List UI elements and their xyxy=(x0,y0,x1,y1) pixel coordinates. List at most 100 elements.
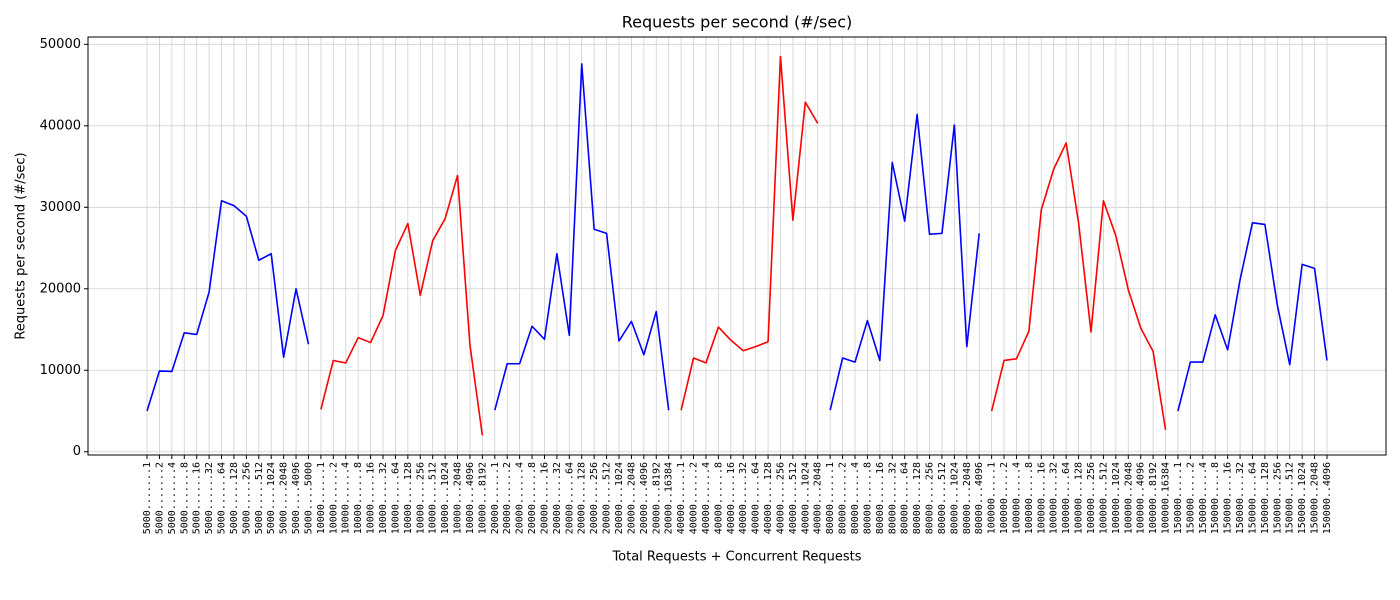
y-tick-label: 10000 xyxy=(40,363,81,378)
x-tick-label: 5000.....128 xyxy=(229,462,240,534)
x-tick-label: 80000.....16 xyxy=(875,462,886,534)
x-tick-label: 150000..4096 xyxy=(1322,462,1333,534)
y-tick-label: 20000 xyxy=(40,281,81,296)
x-tick-label: 100000..1024 xyxy=(1111,462,1122,534)
x-tick-label: 100000.....8 xyxy=(1024,462,1035,534)
x-tick-label: 40000......8 xyxy=(713,462,724,534)
x-tick-label: 80000......1 xyxy=(825,462,836,534)
x-tick-label: 100000..8192 xyxy=(1148,462,1159,534)
x-tick-label: 150000..2048 xyxy=(1310,462,1321,534)
x-tick-label: 20000.....32 xyxy=(552,462,563,534)
x-tick-label: 40000....256 xyxy=(775,462,786,534)
x-tick-label: 5000....2048 xyxy=(279,462,290,534)
x-tick-label: 150000....16 xyxy=(1223,462,1234,534)
x-tick-label: 100000.....4 xyxy=(1011,462,1022,534)
x-tick-label: 100000.16384 xyxy=(1161,462,1172,534)
x-tick-label: 80000...1024 xyxy=(949,462,960,534)
x-tick-label: 40000...1024 xyxy=(800,462,811,534)
x-tick-label: 40000.....16 xyxy=(726,462,737,534)
x-tick-label: 100000..4096 xyxy=(1136,462,1147,534)
x-tick-label: 40000.....64 xyxy=(751,462,762,534)
x-tick-label: 40000......4 xyxy=(701,462,712,534)
x-tick-label: 100000...128 xyxy=(1074,462,1085,534)
x-tick-label: 10000...4096 xyxy=(465,462,476,534)
x-tick-label: 100000.....1 xyxy=(987,462,998,534)
x-tick-label: 150000....64 xyxy=(1247,462,1258,534)
x-tick-label: 80000...4096 xyxy=(974,462,985,534)
x-tick-label: 10000...1024 xyxy=(440,462,451,534)
x-tick-label: 10000......8 xyxy=(353,462,364,534)
x-tick-label: 20000......2 xyxy=(502,462,513,534)
x-tick-label: 80000....512 xyxy=(937,462,948,534)
x-tick-label: 5000....5000 xyxy=(303,462,314,534)
x-tick-label: 10000......1 xyxy=(316,462,327,534)
x-tick-label: 10000...2048 xyxy=(453,462,464,534)
x-tick-label: 40000......1 xyxy=(676,462,687,534)
x-tick-label: 20000....512 xyxy=(602,462,613,534)
x-tick-label: 20000...2048 xyxy=(626,462,637,534)
y-axis-label: Requests per second (#/sec) xyxy=(14,152,29,339)
x-tick-label: 150000...512 xyxy=(1285,462,1296,534)
x-tick-label: 80000....128 xyxy=(912,462,923,534)
x-tick-label: 5000.......4 xyxy=(167,462,178,534)
x-tick-label: 40000....128 xyxy=(763,462,774,534)
x-tick-label: 10000....256 xyxy=(415,462,426,534)
x-tick-label: 40000.....32 xyxy=(738,462,749,534)
x-tick-label: 5000......16 xyxy=(192,462,203,534)
x-tick-label: 100000...512 xyxy=(1098,462,1109,534)
x-tick-label: 20000......8 xyxy=(527,462,538,534)
x-tick-label: 100000....32 xyxy=(1049,462,1060,534)
x-tick-label: 20000...1024 xyxy=(614,462,625,534)
x-tick-label: 5000.....256 xyxy=(241,462,252,534)
x-tick-label: 10000....128 xyxy=(403,462,414,534)
x-tick-label: 150000..1024 xyxy=(1297,462,1308,534)
x-tick-label: 20000..16384 xyxy=(664,462,675,534)
x-tick-label: 40000......2 xyxy=(689,462,700,534)
x-tick-label: 80000...2048 xyxy=(962,462,973,534)
x-tick-label: 80000......2 xyxy=(838,462,849,534)
x-tick-label: 100000...256 xyxy=(1086,462,1097,534)
x-tick-label: 5000.....512 xyxy=(254,462,265,534)
data-line xyxy=(320,55,1167,436)
y-tick-label: 0 xyxy=(73,444,81,459)
x-tick-label: 150000.....4 xyxy=(1198,462,1209,534)
x-tick-label: 10000.....32 xyxy=(378,462,389,534)
x-tick-label: 20000....256 xyxy=(589,462,600,534)
x-tick-label: 5000......64 xyxy=(217,462,228,534)
x-tick-label: 100000..2048 xyxy=(1123,462,1134,534)
x-tick-label: 10000......4 xyxy=(341,462,352,534)
plot-frame xyxy=(87,36,1387,456)
x-tick-label: 5000.......2 xyxy=(154,462,165,534)
x-tick-label: 150000...128 xyxy=(1260,462,1271,534)
x-tick-label: 80000......4 xyxy=(850,462,861,534)
x-tick-label: 80000.....32 xyxy=(887,462,898,534)
x-tick-label: 5000......32 xyxy=(204,462,215,534)
x-tick-label: 100000....16 xyxy=(1036,462,1047,534)
x-tick-label: 5000.......1 xyxy=(142,462,153,534)
data-line xyxy=(146,63,1328,412)
x-tick-label: 10000.....16 xyxy=(366,462,377,534)
x-tick-label: 100000....64 xyxy=(1061,462,1072,534)
y-tick-label: 40000 xyxy=(40,118,81,133)
x-tick-label: 150000.....1 xyxy=(1173,462,1184,534)
x-axis-label: Total Requests + Concurrent Requests xyxy=(611,550,861,565)
x-tick-label: 150000...256 xyxy=(1272,462,1283,534)
x-tick-label: 40000...2048 xyxy=(813,462,824,534)
x-tick-label: 5000....1024 xyxy=(266,462,277,534)
x-tick-label: 80000.....64 xyxy=(900,462,911,534)
chart-title: Requests per second (#/sec) xyxy=(622,13,852,32)
x-tick-label: 80000......8 xyxy=(862,462,873,534)
x-tick-label: 10000....512 xyxy=(428,462,439,534)
x-tick-label: 20000....128 xyxy=(577,462,588,534)
x-tick-label: 10000.....64 xyxy=(390,462,401,534)
x-tick-label: 20000......1 xyxy=(490,462,501,534)
x-tick-label: 10000...8192 xyxy=(477,462,488,534)
x-tick-label: 20000.....16 xyxy=(539,462,550,534)
x-tick-label: 20000...4096 xyxy=(639,462,650,534)
x-tick-label: 150000.....2 xyxy=(1185,462,1196,534)
x-tick-label: 100000.....2 xyxy=(999,462,1010,534)
x-tick-label: 150000....32 xyxy=(1235,462,1246,534)
